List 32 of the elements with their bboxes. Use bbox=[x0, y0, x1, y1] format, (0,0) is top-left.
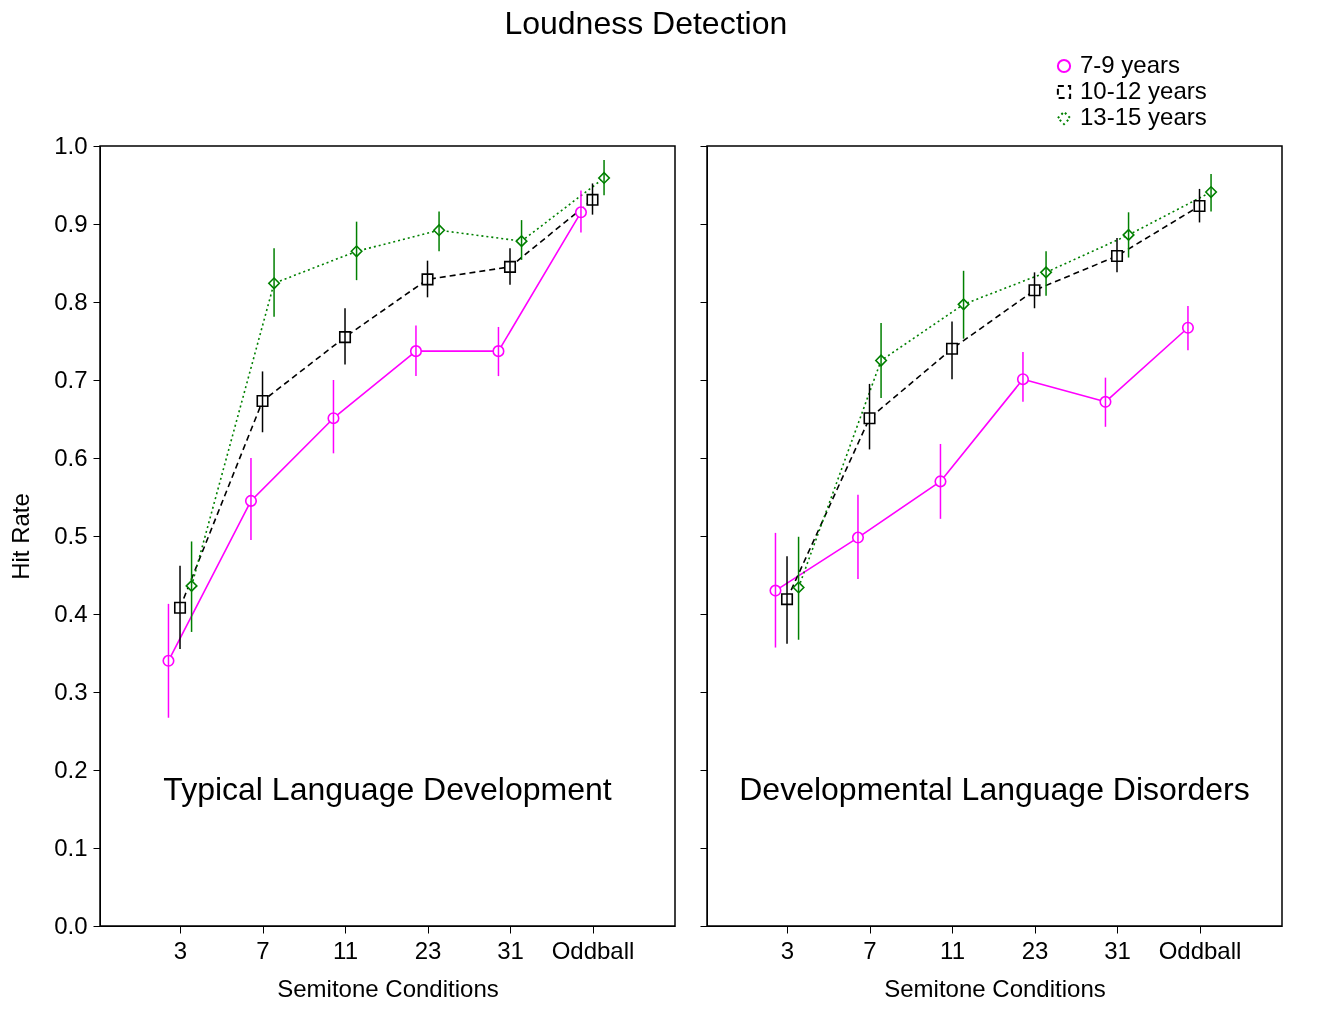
x-axis-title: Semitone Conditions bbox=[277, 974, 499, 1002]
annotation: Typical Language Development bbox=[163, 770, 612, 807]
x-tick-label: 11 bbox=[333, 936, 358, 964]
x-tick-label: 3 bbox=[780, 936, 795, 964]
y-tick-label: 0.9 bbox=[54, 209, 88, 237]
y-tick-label: 0.6 bbox=[54, 443, 88, 471]
x-tick-label: 23 bbox=[1021, 936, 1049, 964]
y-tick-label: 0.1 bbox=[54, 833, 88, 861]
legend-label: 10-12 years bbox=[1080, 77, 1207, 104]
annotation: Developmental Language Disorders bbox=[739, 770, 1250, 807]
y-tick-label: 0.8 bbox=[54, 287, 88, 315]
legend-label: 7-9 years bbox=[1080, 51, 1181, 78]
y-tick-label: 0.5 bbox=[54, 521, 88, 549]
chart-title: Loudness Detection bbox=[504, 5, 788, 42]
x-axis-title: Semitone Conditions bbox=[884, 974, 1106, 1002]
x-tick-label: 11 bbox=[940, 936, 965, 964]
y-axis-title: Hit Rate bbox=[7, 493, 35, 580]
legend-label: 13-15 years bbox=[1080, 103, 1207, 130]
y-tick-label: 0.2 bbox=[54, 755, 88, 783]
y-tick-label: 0.7 bbox=[54, 365, 88, 393]
x-tick-label: 31 bbox=[497, 936, 524, 964]
y-tick-label: 0.0 bbox=[54, 911, 88, 939]
x-tick-label: 7 bbox=[256, 936, 270, 964]
y-tick-label: 0.3 bbox=[54, 677, 88, 705]
x-tick-label: 3 bbox=[173, 936, 188, 964]
x-tick-label: Oddball bbox=[551, 936, 635, 964]
x-tick-label: 7 bbox=[863, 936, 877, 964]
y-tick-label: 0.4 bbox=[54, 599, 88, 627]
x-tick-label: Oddball bbox=[1158, 936, 1242, 964]
x-tick-label: 23 bbox=[414, 936, 442, 964]
x-tick-label: 31 bbox=[1104, 936, 1131, 964]
y-tick-label: 1.0 bbox=[54, 131, 88, 159]
